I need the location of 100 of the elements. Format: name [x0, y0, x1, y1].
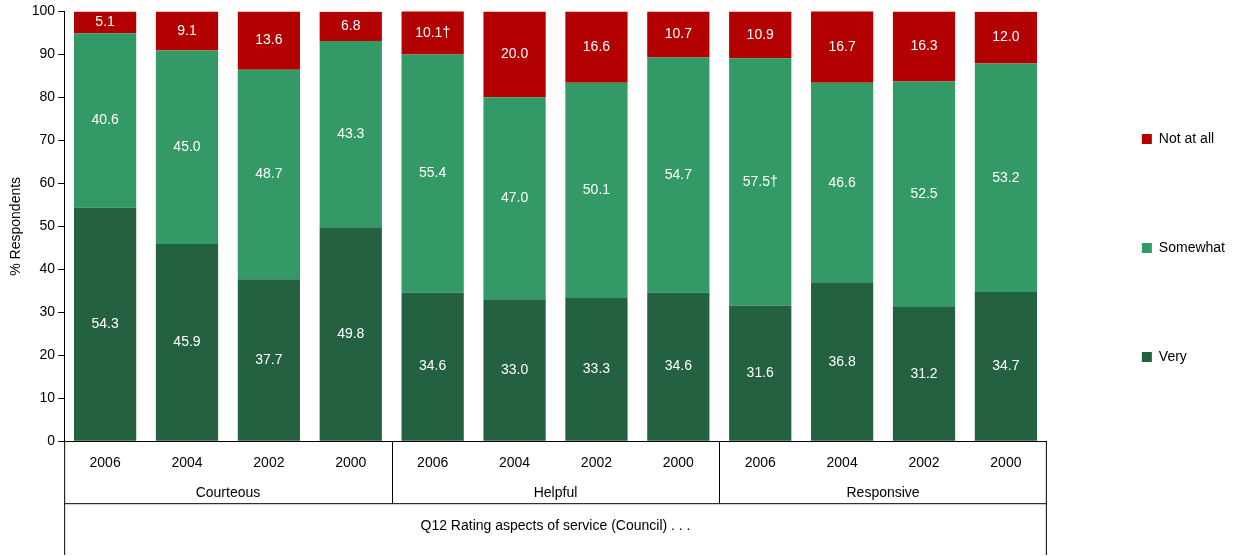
- bar: [565, 82, 628, 299]
- text: Helpful: [533, 484, 578, 501]
- x-tick-label: 2006: [89, 454, 121, 471]
- y-tick-label: 90: [39, 45, 56, 62]
- data-label: 47.0: [500, 189, 529, 206]
- data-label: 40.6: [91, 111, 119, 128]
- y-tick-label: 100: [31, 2, 56, 19]
- bar: [483, 11, 546, 98]
- x-axis-title: Q12 Rating aspects of service (Council) . . .: [420, 517, 691, 534]
- bar: [237, 69, 301, 280]
- x-tick-label: 2000: [990, 454, 1022, 471]
- data-label: 43.3: [337, 124, 365, 141]
- y-tick-label: 60: [39, 174, 56, 191]
- data-label: 34.6: [664, 357, 693, 374]
- bar: [647, 292, 710, 441]
- bar: [237, 11, 301, 70]
- data-label: 9.1: [177, 21, 197, 38]
- y-tick-label: 50: [39, 217, 56, 234]
- bar: [729, 11, 792, 59]
- bar: [974, 63, 1038, 293]
- data-label: 49.8: [337, 324, 365, 341]
- bar: [892, 11, 956, 82]
- bar: [811, 11, 874, 83]
- bar: [319, 227, 382, 441]
- legend-label: Very: [1158, 347, 1187, 364]
- x-tick-label: 2004: [826, 454, 858, 471]
- bar: [401, 292, 464, 441]
- bar: [811, 283, 874, 441]
- bar: [319, 11, 382, 42]
- data-label: 57.5†: [742, 172, 778, 189]
- bar: [565, 298, 628, 441]
- data-label: 46.6: [828, 173, 856, 190]
- bar: [892, 307, 956, 441]
- data-label: 16.7: [828, 37, 856, 54]
- text: Responsive: [846, 484, 920, 501]
- data-label: 36.8: [828, 352, 856, 369]
- x-tick-label: 2002: [908, 454, 940, 471]
- text: Courteous: [195, 484, 261, 501]
- data-label: 31.2: [910, 364, 938, 381]
- y-tick-label: 20: [39, 346, 56, 363]
- bar: [647, 57, 710, 293]
- bar: [319, 41, 382, 228]
- bar: [974, 292, 1038, 441]
- data-label: 52.5: [910, 185, 938, 202]
- y-tick-label: 10: [39, 389, 56, 406]
- x-tick-label: 2002: [580, 454, 613, 471]
- y-tick-label: 30: [39, 303, 56, 320]
- bar: [729, 305, 792, 441]
- data-label: 10.1†: [415, 23, 451, 40]
- data-label: 55.4: [419, 164, 447, 181]
- bar: [73, 33, 137, 208]
- bar: [401, 54, 464, 293]
- data-label: 45.0: [173, 138, 201, 155]
- data-label: 34.6: [419, 357, 447, 374]
- bar: [974, 11, 1038, 64]
- y-tick-label: 40: [39, 260, 56, 277]
- data-label: 16.3: [910, 37, 938, 54]
- bar: [565, 11, 628, 83]
- data-label: 5.1: [95, 13, 116, 30]
- legend-label: Somewhat: [1158, 238, 1226, 255]
- bar: [647, 11, 710, 58]
- bar: [237, 279, 301, 441]
- bar: [892, 81, 956, 308]
- bar: [155, 243, 219, 441]
- data-label: 20.0: [500, 45, 529, 62]
- data-label: 48.7: [255, 165, 283, 182]
- data-label: 10.7: [664, 25, 693, 42]
- y-tick-label: 80: [39, 88, 56, 105]
- x-tick-label: 2004: [171, 454, 203, 471]
- data-label: 45.9: [173, 333, 201, 350]
- bar: [155, 50, 219, 244]
- legend-label: Not at all: [1158, 129, 1215, 146]
- bar: [401, 11, 464, 55]
- x-tick-label: 2006: [417, 454, 449, 471]
- y-tick-label: 70: [39, 131, 56, 148]
- x-tick-label: 2006: [744, 454, 777, 471]
- data-label: 34.7: [992, 357, 1020, 374]
- data-label: 50.1: [582, 181, 611, 198]
- data-label: 54.3: [91, 315, 119, 332]
- bar: [155, 11, 219, 51]
- bar: [73, 11, 137, 34]
- bar: [483, 299, 546, 441]
- data-label: 33.3: [582, 360, 611, 377]
- data-label: 6.8: [341, 17, 361, 34]
- data-label: 33.0: [500, 360, 529, 377]
- x-tick-label: 2002: [253, 454, 285, 471]
- x-tick-label: 2000: [335, 454, 367, 471]
- y-axis-title: % Respondents: [7, 176, 24, 276]
- data-label: 13.6: [255, 31, 283, 48]
- data-label: 54.7: [664, 165, 693, 182]
- bar: [483, 97, 546, 300]
- data-label: 37.7: [255, 350, 283, 367]
- data-label: 10.9: [746, 25, 775, 42]
- data-label: 16.6: [582, 37, 611, 54]
- bar: [811, 82, 874, 284]
- data-label: 53.2: [992, 168, 1020, 185]
- y-tick-label: 0: [47, 432, 56, 449]
- bar: [729, 58, 792, 306]
- x-tick-label: 2004: [498, 454, 531, 471]
- data-label: 12.0: [992, 28, 1020, 45]
